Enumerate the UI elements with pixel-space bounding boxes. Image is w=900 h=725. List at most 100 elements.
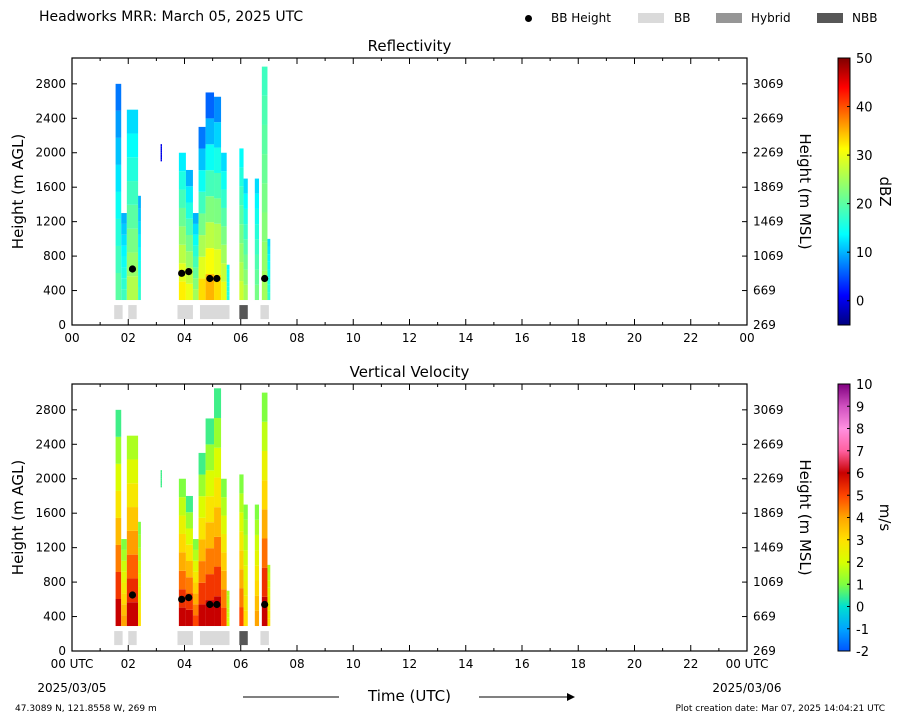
refl-data-cell [138, 234, 141, 248]
refl-data-cell [221, 152, 227, 172]
refl-data-cell [126, 276, 139, 301]
vvel-y-right-axis-label: Height (m MSL) [796, 459, 814, 575]
refl-data-cell [205, 222, 215, 249]
refl-data-cell [254, 239, 260, 255]
vvel-data-cell [226, 612, 230, 618]
refl-bb-height-marker [206, 274, 214, 283]
refl-data-cell [138, 286, 141, 301]
refl-plot-frame [71, 57, 748, 326]
refl-bb-height-marker [185, 268, 193, 276]
vvel-data-cell [254, 504, 260, 520]
refl-data-cell [185, 202, 193, 219]
vvel-y-right-tick-label: 1869 [753, 506, 784, 520]
refl-data-cell [226, 273, 230, 278]
refl-x-tick-label: 10 [346, 331, 361, 345]
vvel-data-cell [243, 565, 248, 581]
vvel-data-cell [261, 421, 268, 451]
refl-data-cell [178, 207, 186, 227]
vvel-data-cell [192, 539, 199, 550]
refl-data-cell [160, 154, 162, 158]
refl-data-cell [192, 223, 199, 235]
refl-data-cell [126, 133, 139, 158]
vvel-data-cell [115, 409, 122, 437]
vvel-data-cell [115, 598, 122, 627]
refl-data-cell [261, 124, 268, 155]
refl-data-cell [254, 224, 260, 240]
vvel-data-cell [243, 534, 248, 551]
legend-swatch-nbb [817, 13, 843, 23]
refl-data-cell [261, 66, 268, 96]
refl-data-cell [192, 289, 199, 301]
refl-data-cell [239, 243, 244, 263]
vvel-data-cell [205, 600, 215, 627]
vvel-data-cell [267, 587, 271, 596]
refl-data-cell [178, 226, 186, 245]
vvel-data-cell [160, 474, 162, 477]
vvel-data-cell [254, 550, 260, 566]
refl-data-cell [221, 171, 227, 190]
vvel-bb-type-bb [199, 631, 230, 646]
panel-title-vvel: Vertical Velocity [350, 363, 470, 381]
refl-y-right-tick-label: 669 [753, 284, 776, 298]
vvel-x-tick-label: 22 [683, 657, 698, 671]
vvel-data-cell [138, 534, 141, 548]
vvel-data-cell [121, 582, 127, 594]
vvel-data-cell [198, 452, 206, 475]
vvel-x-tick-label: 00 UTC [51, 657, 94, 671]
vvel-bb-type-bb [177, 631, 193, 646]
refl-bb-type-bb [177, 305, 193, 320]
refl-data-cell [178, 189, 186, 208]
vvel-data-cell [239, 607, 244, 627]
refl-colorbar-tick-label: 30 [856, 149, 873, 164]
x-date-end: 2025/03/06 [712, 681, 781, 695]
vvel-bb-height-marker [128, 591, 137, 599]
vvel-data-cell [261, 538, 268, 568]
vvel-data-cell [243, 610, 248, 627]
refl-data-cell [138, 247, 141, 261]
vvel-bb-type-nbb [239, 631, 248, 646]
vvel-x-tick-label: 18 [571, 657, 586, 671]
refl-data-cell [239, 281, 244, 301]
vvel-data-cell [160, 480, 162, 484]
vvel-colorbar-tick-label: -1 [856, 623, 869, 638]
vvel-data-cell [261, 450, 268, 481]
vvel-data-cell [267, 580, 271, 588]
vvel-bb-height-marker [206, 600, 214, 609]
vvel-data-cell [192, 593, 199, 605]
vvel-y-right-tick-label: 669 [753, 610, 776, 624]
refl-data-cell [198, 126, 206, 149]
refl-data-cell [226, 291, 230, 296]
refl-data-cell [226, 264, 230, 270]
refl-x-tick-label: 06 [233, 331, 248, 345]
refl-data-cell [243, 178, 248, 194]
refl-data-cell [115, 272, 122, 301]
vvel-data-cell [267, 618, 271, 627]
panel-title-refl: Reflectivity [368, 37, 452, 55]
vvel-x-tick-label: 04 [177, 657, 192, 671]
vvel-colorbar-tick-label: -2 [856, 645, 869, 660]
vvel-data-cell [192, 571, 199, 583]
vvel-y-tick-label: 0 [58, 644, 66, 658]
refl-data-cell [239, 186, 244, 206]
vvel-data-cell [115, 544, 122, 572]
refl-data-cell [121, 213, 127, 224]
legend-label-bb-height: BB Height [551, 11, 611, 25]
refl-data-cell [115, 137, 122, 165]
vvel-data-cell [226, 608, 230, 613]
refl-colorbar-tick-label: 20 [856, 198, 873, 213]
vvel-data-cell [205, 522, 215, 549]
legend-label-bb: BB [674, 11, 691, 25]
vvel-y-right-tick-label: 269 [753, 644, 776, 658]
vvel-data-cell [126, 435, 139, 460]
refl-data-cell [138, 195, 141, 209]
refl-data-cell [160, 159, 162, 162]
refl-data-cell [267, 292, 271, 301]
vvel-x-tick-label: 00 UTC [726, 657, 769, 671]
vvel-data-cell [214, 418, 222, 448]
vvel-data-cell [226, 603, 230, 609]
legend-swatch-hybrid [716, 13, 742, 23]
vvel-data-cell [121, 539, 127, 550]
vvel-data-cell [121, 615, 127, 627]
vvel-x-tick-label: 20 [627, 657, 642, 671]
